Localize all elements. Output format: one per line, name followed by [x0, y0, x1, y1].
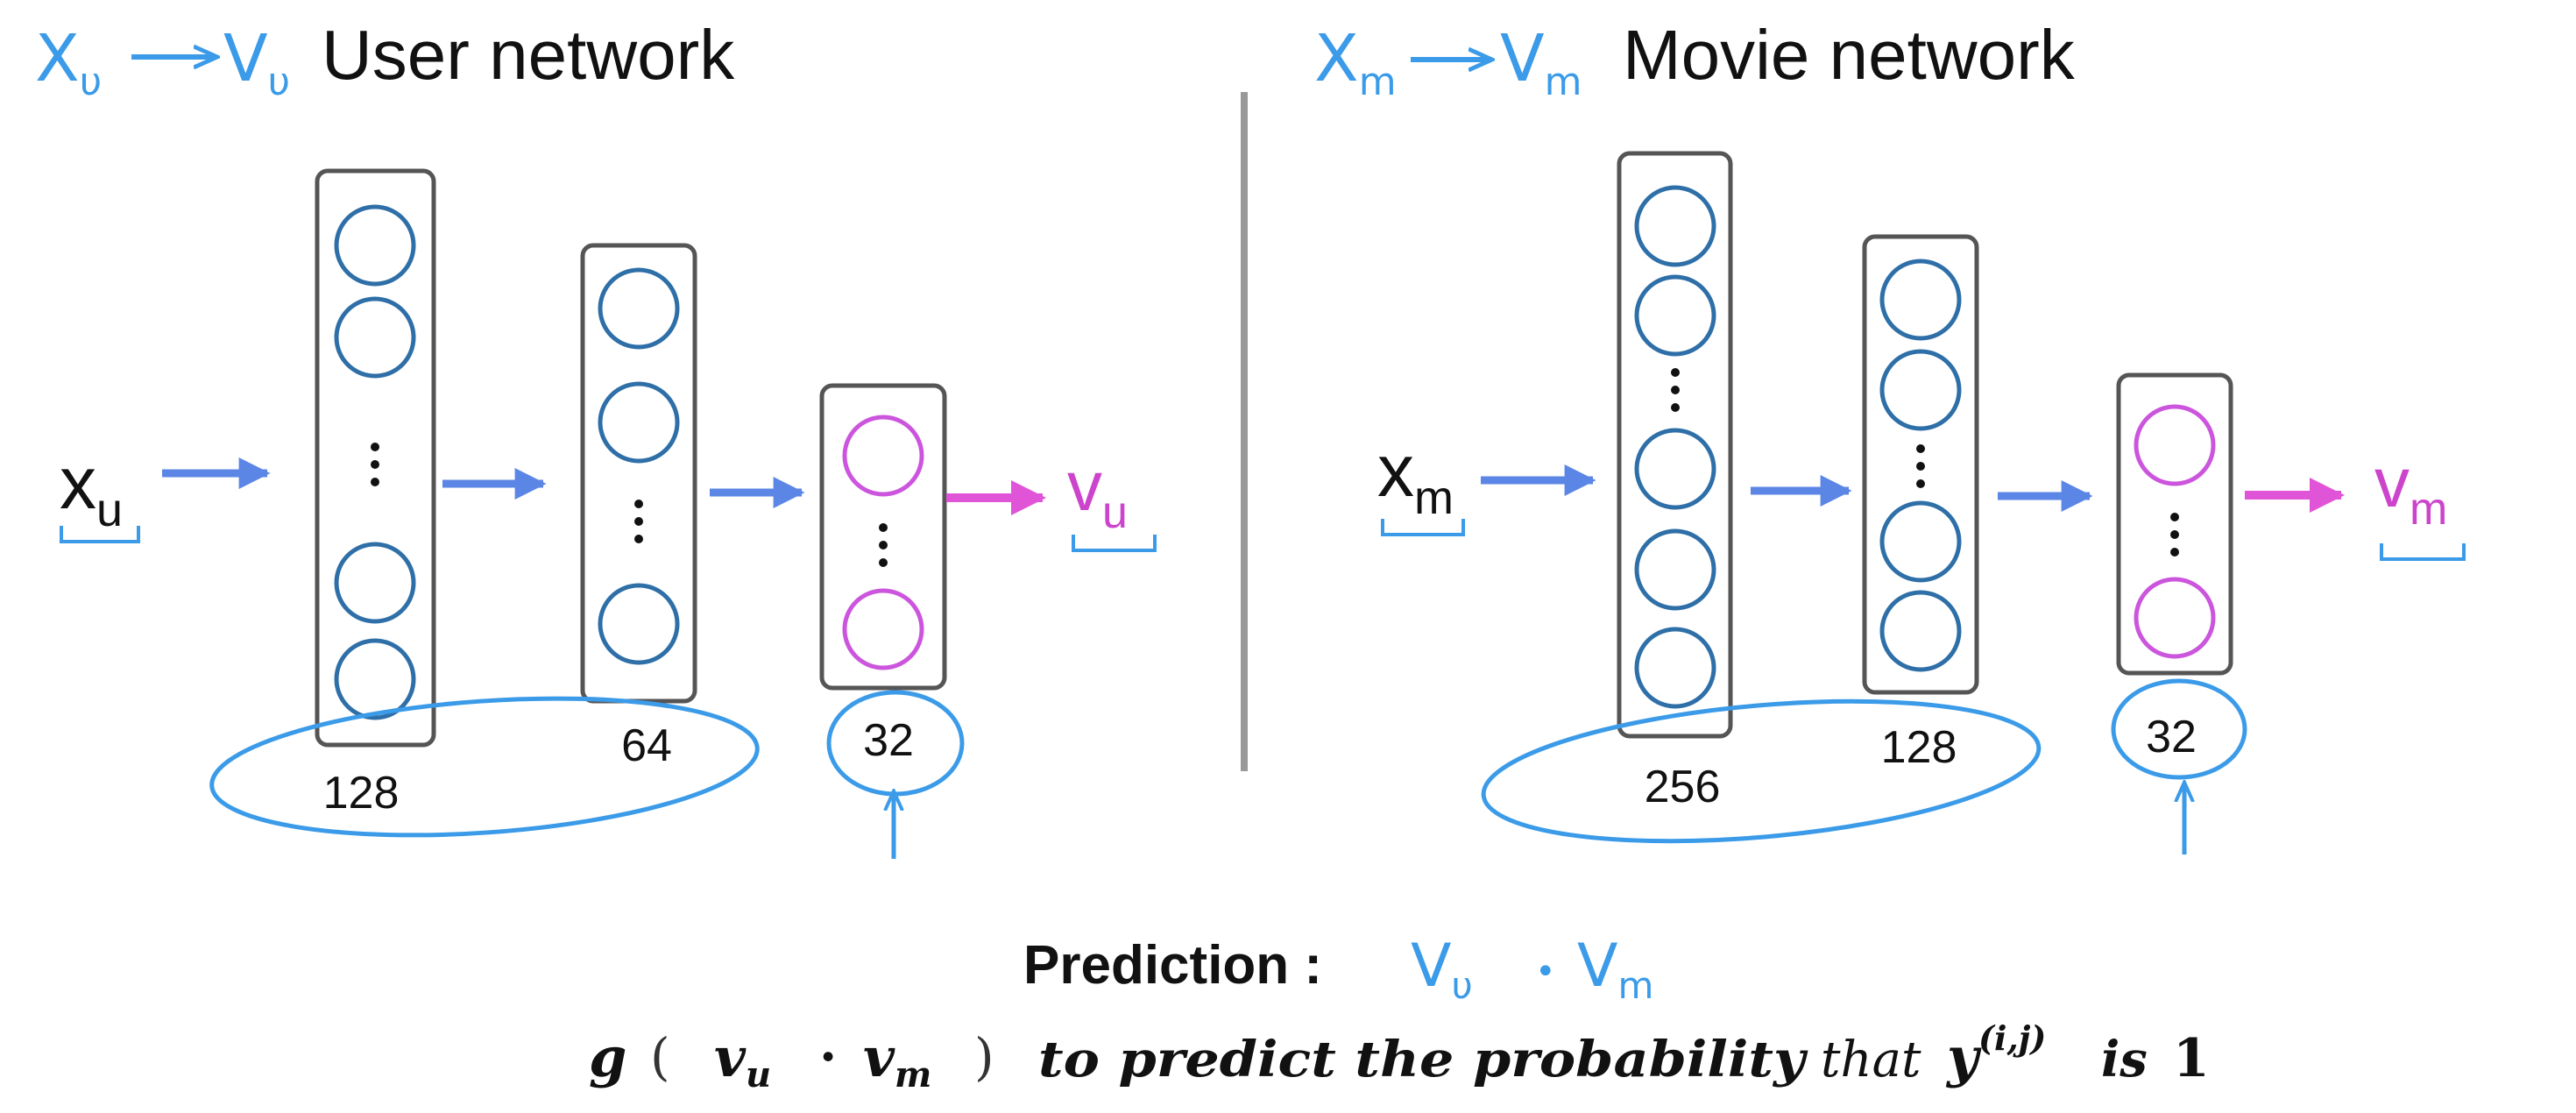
movie-network: Xm Vm Movie network xm vm 256 128 — [1314, 16, 2466, 854]
neuron — [334, 638, 416, 720]
user-output-underline — [1072, 535, 1157, 552]
user-layer-128-box — [315, 168, 436, 748]
ellipsis-dots — [2170, 513, 2179, 556]
movie-note-x: Xm — [1314, 21, 1397, 104]
neuron — [1634, 185, 1716, 267]
neuron — [1634, 428, 1716, 510]
movie-note-v: Vm — [1500, 21, 1582, 104]
ellipsis-dots — [371, 443, 379, 486]
ellipsis-dots — [1671, 368, 1680, 412]
user-input-label: xu — [60, 442, 123, 536]
movie-layer-32-box — [2116, 372, 2233, 676]
formula-close-paren: ) — [974, 1027, 994, 1087]
neuron — [1634, 274, 1716, 357]
neuron — [334, 542, 416, 624]
neuron — [1634, 528, 1716, 611]
neuron — [1879, 259, 1962, 341]
movie-hidden-layers-circle — [1481, 698, 2042, 844]
neuron — [1634, 627, 1716, 709]
user-layer-3-size: 32 — [863, 715, 914, 766]
formula-text-b: that — [1821, 1031, 1921, 1088]
ellipsis-dots — [634, 500, 643, 543]
movie-output-underline — [2380, 543, 2466, 561]
output-neuron — [2134, 577, 2216, 659]
formula-text-c: is — [2101, 1031, 2148, 1088]
formula-dot: · — [819, 1027, 837, 1087]
neuron — [598, 583, 680, 665]
prediction-note-vm: Vm — [1577, 932, 1653, 1007]
ellipsis-dots — [1916, 444, 1925, 488]
neuron — [1879, 590, 1962, 672]
movie-output-size-circle — [2111, 678, 2247, 780]
output-neuron — [2134, 404, 2216, 486]
user-output-label: vu — [1067, 447, 1128, 538]
user-hidden-layers-circle — [209, 696, 760, 838]
formula-vu: vu — [714, 1025, 771, 1095]
formula-open-paren: ( — [650, 1027, 670, 1087]
movie-layer-3-size: 32 — [2146, 712, 2197, 762]
prediction-note-vu: Vυ — [1411, 932, 1473, 1007]
user-note-v: Vυ — [223, 21, 290, 104]
movie-layer-2-size: 128 — [1881, 722, 1957, 773]
formula-text-a: to predict the probability — [1038, 1031, 1808, 1088]
user-network-title: User network — [322, 16, 735, 94]
prediction: Prediction : Vυ • Vm — [1023, 932, 1653, 1007]
formula-vm: vm — [863, 1025, 931, 1095]
user-layer-1-size: 128 — [323, 768, 400, 819]
ellipsis-dots — [879, 523, 888, 567]
formula-one: 1 — [2173, 1028, 2210, 1089]
movie-network-title: Movie network — [1623, 16, 2076, 94]
movie-input-label: xm — [1377, 429, 1454, 524]
prediction-note-dot: • — [1535, 952, 1556, 992]
neuron — [334, 204, 416, 287]
neuron — [1879, 500, 1962, 583]
movie-layer-1-size: 256 — [1645, 762, 1721, 812]
formula-y: y(i,j) — [1945, 1018, 2046, 1089]
formula-g: g — [589, 1025, 626, 1089]
neuron — [334, 296, 416, 379]
user-input-underline — [60, 526, 140, 543]
user-layer-2-size: 64 — [621, 720, 672, 771]
user-layer-32-box — [819, 383, 947, 691]
neuron — [598, 267, 680, 350]
prediction-formula: g ( vu · vm ) to predict the probability… — [589, 1018, 2210, 1095]
neuron — [598, 381, 680, 464]
neuron — [1879, 349, 1962, 431]
prediction-label: Prediction : — [1023, 935, 1322, 996]
movie-layer-128-box — [1862, 234, 1979, 695]
output-neuron — [842, 588, 924, 670]
movie-input-underline — [1381, 519, 1465, 536]
movie-output-label: vm — [2374, 443, 2447, 535]
movie-layer-256-box — [1617, 151, 1733, 739]
user-network: Xυ Vυ User network xu vu 128 64 — [35, 16, 1157, 859]
output-neuron — [842, 415, 924, 497]
user-note-x: Xυ — [35, 21, 102, 104]
